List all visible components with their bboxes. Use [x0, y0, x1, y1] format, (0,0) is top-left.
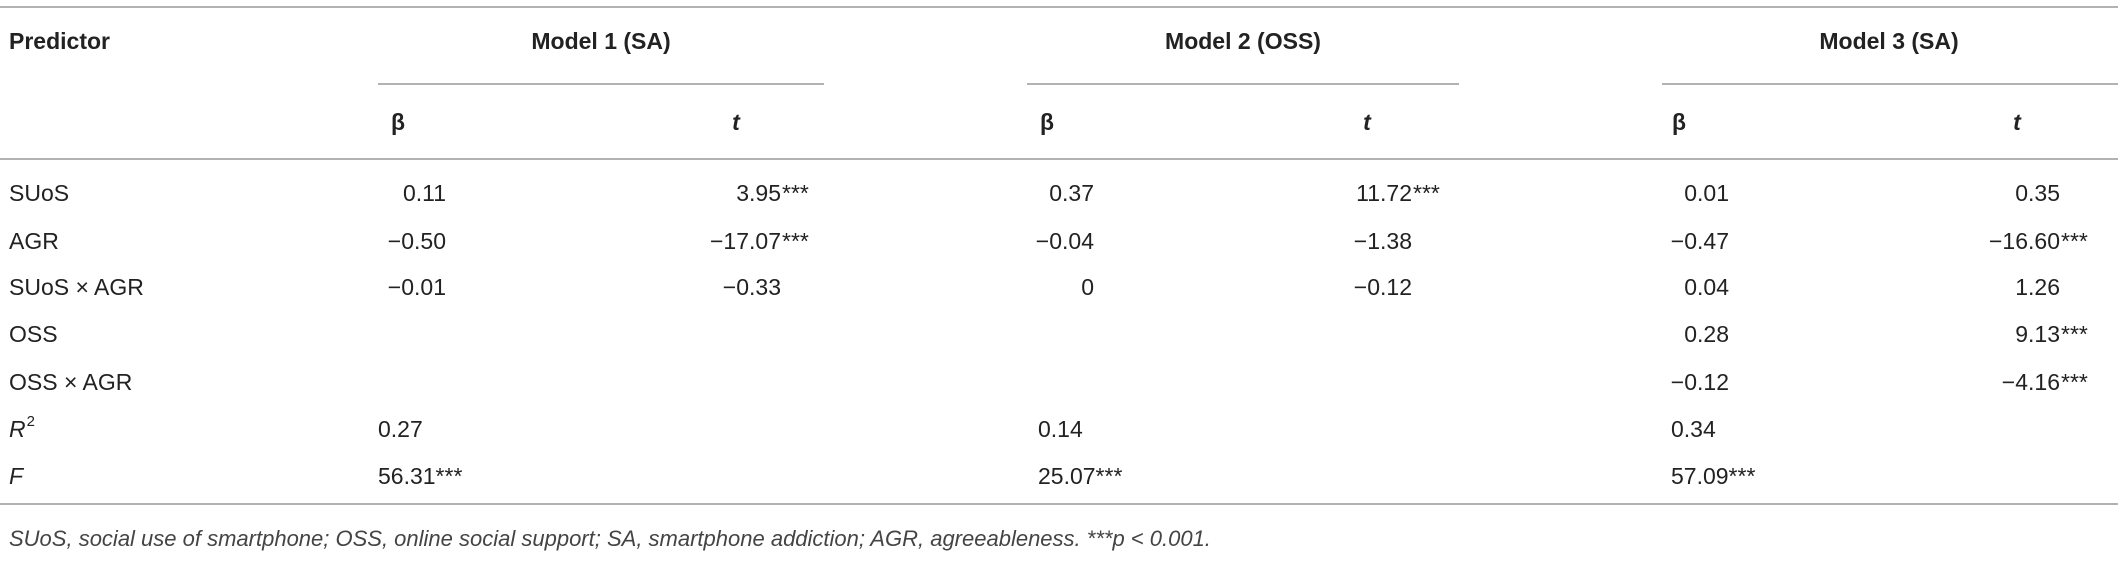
- cell-note: ***: [2061, 369, 2088, 395]
- header-predictor: Predictor: [9, 28, 110, 54]
- row-label: SUoS × AGR: [9, 274, 144, 300]
- cell: −0.12: [1671, 369, 1729, 395]
- cell: 9.13: [2015, 321, 2060, 347]
- cell: −17.07: [710, 228, 781, 254]
- sub-header: β: [1672, 109, 1686, 135]
- cell-note: ***: [1413, 180, 1440, 206]
- sub-header: t: [1363, 109, 1372, 135]
- cell: 0.37: [1049, 180, 1094, 206]
- cell: 57.09***: [1671, 463, 1755, 489]
- cell: 25.07***: [1038, 463, 1122, 489]
- cell: −1.38: [1354, 228, 1412, 254]
- row-label: R: [9, 416, 26, 442]
- cell: 1.26: [2015, 274, 2060, 300]
- sub-header: t: [732, 109, 741, 135]
- cell: −0.50: [388, 228, 446, 254]
- cell: −0.01: [388, 274, 446, 300]
- cell: −16.60: [1989, 228, 2060, 254]
- cell: 0.27: [378, 416, 423, 442]
- cell-note: ***: [782, 180, 809, 206]
- cell: 0.01: [1684, 180, 1729, 206]
- cell: 0.34: [1671, 416, 1716, 442]
- cell-note: ***: [782, 228, 809, 254]
- model-header: Model 2 (OSS): [1165, 28, 1321, 54]
- cell: 0.11: [403, 180, 446, 206]
- footnote: SUoS, social use of smartphone; OSS, onl…: [9, 526, 1211, 551]
- sub-header: β: [391, 109, 405, 135]
- cell: −0.47: [1671, 228, 1729, 254]
- row-label: F: [9, 463, 25, 489]
- row-label: SUoS: [9, 180, 69, 206]
- row-label-sup: 2: [27, 413, 35, 430]
- cell: 3.95: [736, 180, 781, 206]
- sub-header: t: [2013, 109, 2022, 135]
- cell: 56.31***: [378, 463, 462, 489]
- cell: 0.28: [1684, 321, 1729, 347]
- cell: 0.14: [1038, 416, 1083, 442]
- model-header: Model 3 (SA): [1819, 28, 1958, 54]
- cell-note: ***: [2061, 228, 2088, 254]
- row-label: OSS × AGR: [9, 369, 132, 395]
- cell: 0.04: [1684, 274, 1729, 300]
- cell: −0.33: [723, 274, 781, 300]
- cell: −0.04: [1036, 228, 1094, 254]
- model-header: Model 1 (SA): [531, 28, 670, 54]
- cell: 0: [1081, 274, 1094, 300]
- cell-note: ***: [2061, 321, 2088, 347]
- cell: 0.35: [2015, 180, 2060, 206]
- row-label: OSS: [9, 321, 58, 347]
- cell: −0.12: [1354, 274, 1412, 300]
- cell: 11.72: [1356, 180, 1412, 206]
- sub-header: β: [1040, 109, 1054, 135]
- row-label: AGR: [9, 228, 59, 254]
- cell: −4.16: [2002, 369, 2060, 395]
